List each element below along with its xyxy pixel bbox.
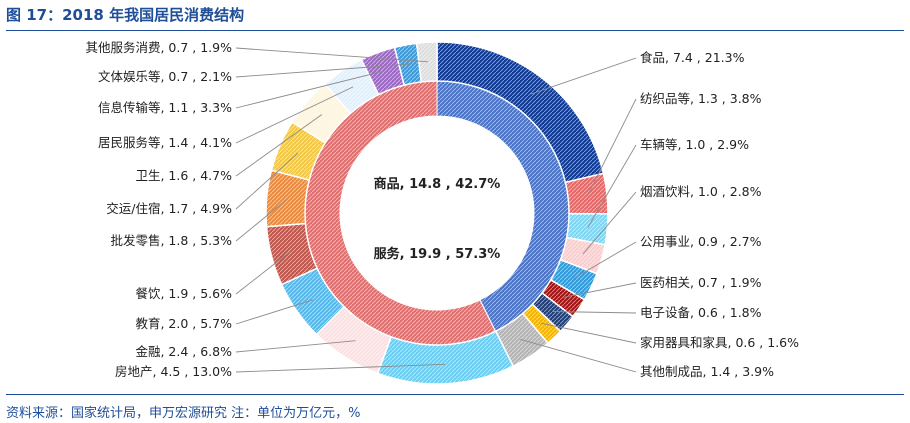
leader-line bbox=[235, 250, 291, 295]
leader-line bbox=[587, 144, 637, 228]
slice-label: 食品, 7.4 , 21.3% bbox=[640, 50, 745, 65]
leader-line bbox=[587, 98, 637, 196]
slice-label: 公用事业, 0.9 , 2.7% bbox=[640, 234, 762, 249]
inner-label-goods: 商品, 14.8 , 42.7% bbox=[374, 176, 501, 192]
leader-line bbox=[235, 299, 313, 325]
inner-slice-texture bbox=[437, 80, 570, 333]
leader-line bbox=[520, 338, 637, 373]
outer-slice-texture bbox=[292, 83, 351, 143]
leader-line bbox=[235, 70, 385, 109]
slice-label: 交运/住宿, 1.7 , 4.9% bbox=[106, 201, 232, 216]
title-rule bbox=[6, 30, 904, 31]
outer-slice-texture bbox=[266, 170, 310, 227]
leader-line bbox=[562, 282, 637, 298]
slice-label: 医药相关, 0.7 , 1.9% bbox=[640, 275, 762, 290]
leader-line bbox=[530, 57, 637, 95]
slice-label: 车辆等, 1.0 , 2.9% bbox=[640, 137, 749, 152]
slice-label: 餐饮, 1.9 , 5.6% bbox=[135, 286, 232, 301]
outer-slice-texture bbox=[281, 268, 345, 335]
slice-label: 信息传输等, 1.1 , 3.3% bbox=[98, 100, 232, 115]
leader-line bbox=[235, 199, 287, 242]
leader-lines bbox=[235, 47, 637, 373]
outer-slice-texture bbox=[550, 259, 597, 300]
source-rule bbox=[6, 394, 904, 395]
slice-label: 其他服务消费, 0.7 , 1.9% bbox=[85, 40, 232, 55]
outer-slice-texture bbox=[377, 331, 514, 384]
slice-label: 居民服务等, 1.4 , 4.1% bbox=[98, 135, 232, 150]
slice-label: 烟酒饮料, 1.0 , 2.8% bbox=[640, 184, 762, 199]
leader-line bbox=[235, 47, 429, 63]
source-note: 资料来源：国家统计局，申万宏源研究 注：单位为万亿元，% bbox=[6, 406, 361, 421]
outer-slice-texture bbox=[437, 42, 604, 183]
slice-labels: 食品, 7.4 , 21.3% 纺织品等, 1.3 , 3.8% 车辆等, 1.0 … bbox=[85, 40, 799, 379]
leader-line bbox=[552, 311, 637, 314]
slice-label: 房地产, 4.5 , 13.0% bbox=[115, 364, 232, 379]
figure-title: 图 17：2018 年我国居民消费结构 bbox=[6, 6, 245, 24]
inner-slice-texture bbox=[304, 80, 496, 346]
outer-slice-texture bbox=[560, 237, 606, 274]
slice-label: 文体娱乐等, 0.7 , 2.1% bbox=[98, 69, 232, 84]
slice-label: 家用器具和家具, 0.6 , 1.6% bbox=[640, 335, 799, 350]
outer-slice-texture bbox=[541, 279, 585, 317]
outer-slice-texture bbox=[532, 293, 574, 332]
leader-line bbox=[235, 152, 299, 210]
slice-label: 教育, 2.0 , 5.7% bbox=[135, 316, 232, 331]
slice-label: 纺织品等, 1.3 , 3.8% bbox=[640, 91, 762, 106]
slice-label: 电子设备, 0.6 , 1.8% bbox=[640, 305, 762, 320]
outer-slice-texture bbox=[324, 59, 379, 114]
slice-label: 批发零售, 1.8 , 5.3% bbox=[110, 233, 232, 248]
slice-label: 金融, 2.4 , 6.8% bbox=[135, 344, 232, 359]
slice-label: 卫生, 1.6 , 4.7% bbox=[135, 168, 232, 183]
inner-label-services: 服务, 19.9 , 57.3% bbox=[374, 246, 501, 262]
leader-line bbox=[235, 340, 356, 353]
outer-ring bbox=[265, 41, 609, 385]
leader-line bbox=[235, 363, 446, 373]
outer-slice-texture bbox=[316, 306, 392, 374]
leader-line bbox=[582, 191, 637, 255]
outer-slice-texture bbox=[266, 223, 318, 285]
outer-slice-texture bbox=[271, 122, 326, 181]
leader-line bbox=[235, 86, 354, 144]
leader-line bbox=[573, 241, 637, 279]
outer-slice-texture bbox=[565, 173, 608, 214]
slice-label: 其他制成品, 1.4 , 3.9% bbox=[640, 364, 774, 379]
leader-line bbox=[540, 322, 637, 344]
leader-line bbox=[235, 63, 410, 78]
leader-line bbox=[235, 114, 323, 177]
